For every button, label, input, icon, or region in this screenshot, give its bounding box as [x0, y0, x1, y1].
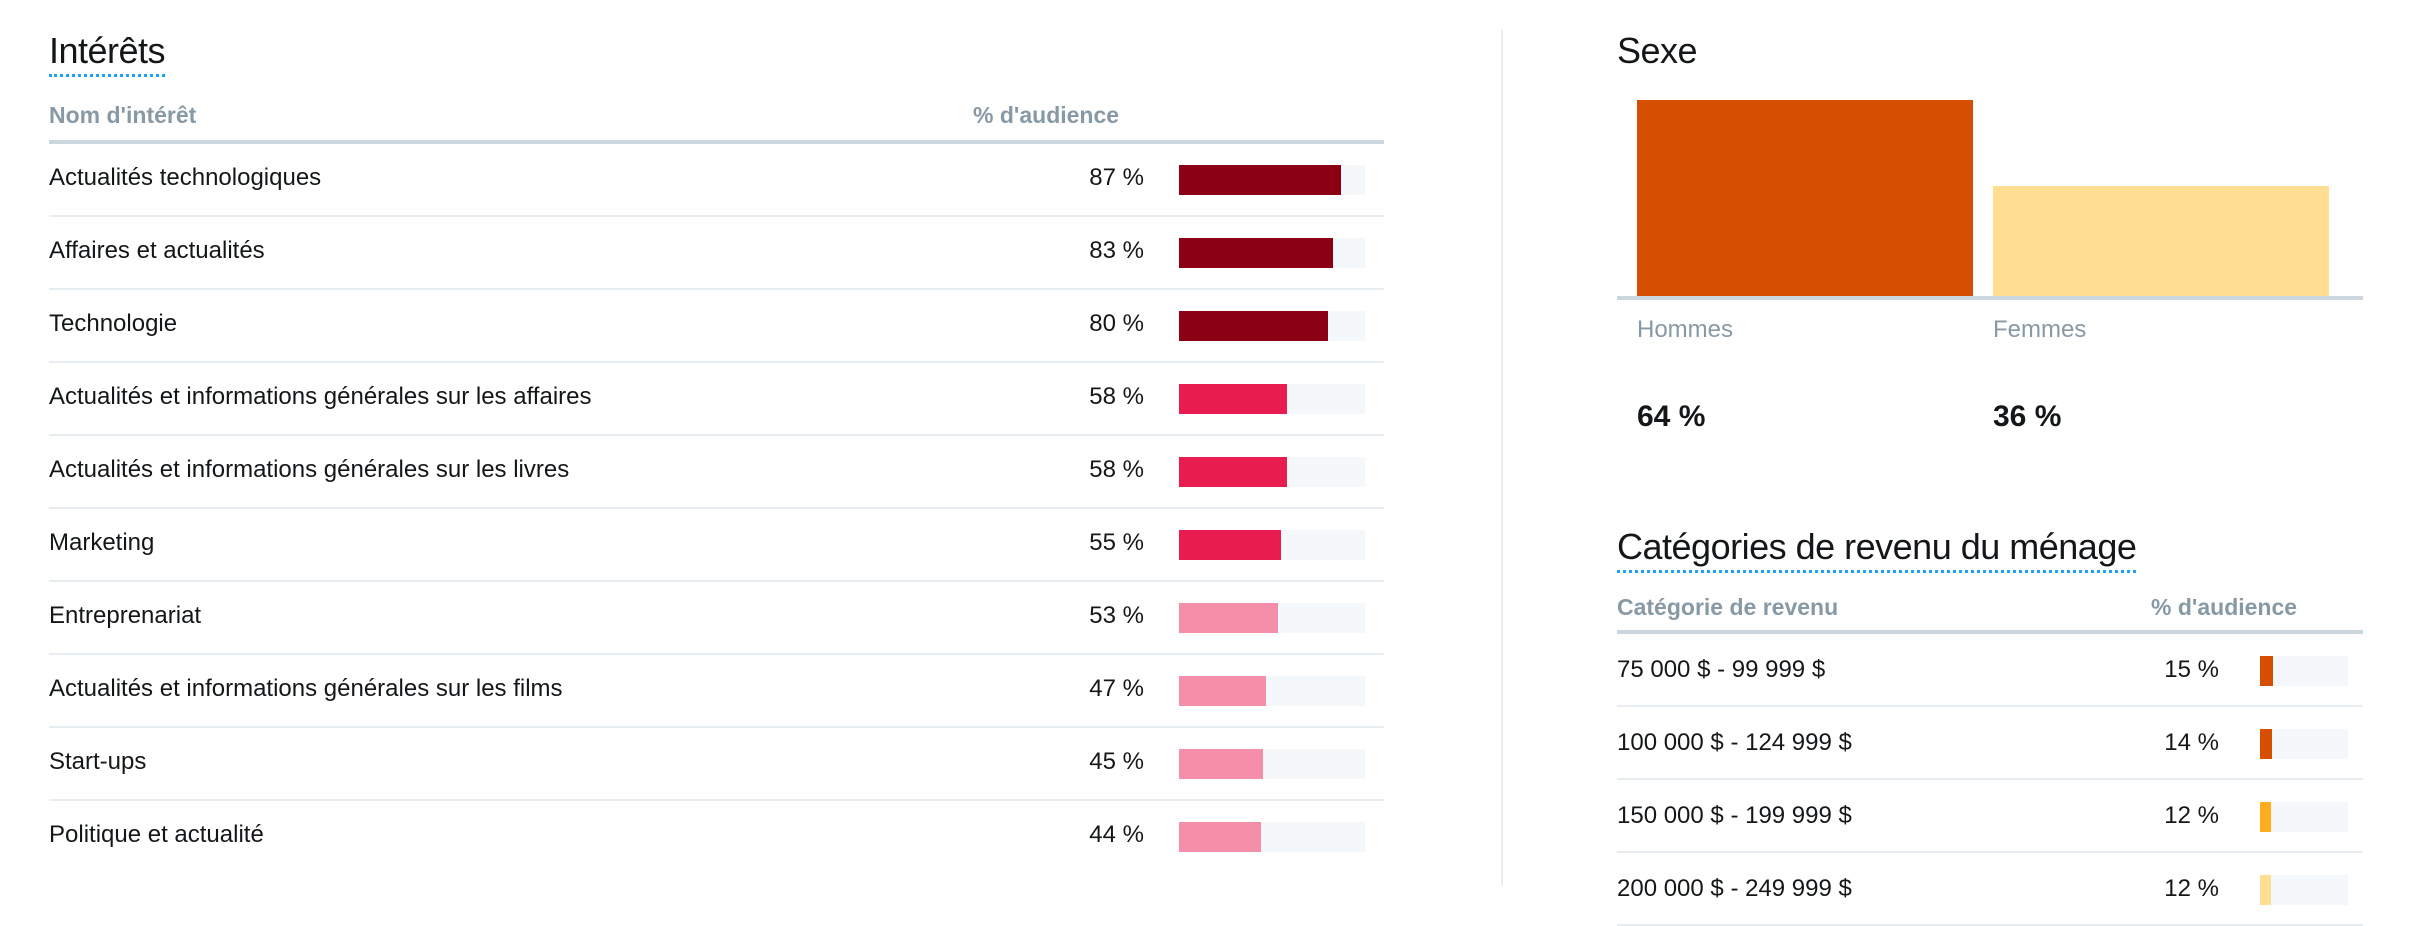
interest-name: Technologie	[49, 310, 178, 337]
interests-title-wrap: Intérêts	[49, 30, 166, 77]
table-row: 150 000 $ - 199 999 $ 12 %	[1617, 780, 2363, 853]
income-bar-track	[2260, 802, 2348, 832]
column-header-interest-name: Nom d'intérêt	[49, 102, 197, 128]
income-audience-pct: 12 %	[2164, 802, 2219, 829]
audience-bar-track	[1179, 238, 1365, 268]
audience-bar	[1179, 165, 1341, 195]
interest-name: Entreprenariat	[49, 602, 202, 629]
column-header-audience-pct: % d'audience	[973, 102, 1120, 128]
interest-name: Affaires et actualités	[49, 237, 265, 264]
table-row: Politique et actualité 44 %	[49, 801, 1384, 872]
audience-bar	[1179, 749, 1263, 779]
interest-name: Actualités et informations générales sur…	[49, 383, 592, 410]
audience-bar	[1179, 384, 1287, 414]
audience-bar-track	[1179, 822, 1365, 852]
interest-name: Actualités et informations générales sur…	[49, 456, 570, 483]
income-category-name: 100 000 $ - 124 999 $	[1617, 729, 1852, 756]
interest-audience-pct: 47 %	[1089, 675, 1144, 702]
audience-bar	[1179, 676, 1267, 706]
income-audience-bar	[2260, 875, 2271, 905]
interest-name: Actualités technologiques	[49, 164, 322, 191]
interest-audience-pct: 58 %	[1089, 456, 1144, 483]
sex-bar-femmes	[1993, 186, 2329, 296]
interest-name: Politique et actualité	[49, 821, 264, 848]
interest-audience-pct: 45 %	[1089, 748, 1144, 775]
audience-bar-track	[1179, 165, 1365, 195]
audience-bar-track	[1179, 384, 1365, 414]
interest-audience-pct: 58 %	[1089, 383, 1144, 410]
table-row: 75 000 $ - 99 999 $ 15 %	[1617, 634, 2363, 707]
table-row: Actualités et informations générales sur…	[49, 363, 1384, 436]
sex-category-value: 64 %	[1637, 400, 1706, 433]
sex-category-label: Hommes	[1637, 316, 1734, 343]
audience-bar-track	[1179, 749, 1365, 779]
interest-name: Start-ups	[49, 748, 147, 775]
column-header-income-category: Catégorie de revenu	[1617, 594, 1839, 620]
audience-bar	[1179, 238, 1334, 268]
table-row: 200 000 $ - 249 999 $ 12 %	[1617, 853, 2363, 926]
table-row: Marketing 55 %	[49, 509, 1384, 582]
income-audience-pct: 14 %	[2164, 729, 2219, 756]
audience-bar	[1179, 457, 1287, 487]
audience-bar-track	[1179, 457, 1365, 487]
income-audience-bar	[2260, 656, 2274, 686]
table-row: Actualités et informations générales sur…	[49, 436, 1384, 509]
interest-name: Marketing	[49, 529, 155, 556]
table-row: Entreprenariat 53 %	[49, 582, 1384, 655]
table-row: Start-ups 45 %	[49, 728, 1384, 801]
column-header-income-audience-pct: % d'audience	[2151, 594, 2298, 620]
table-row: Affaires et actualités 83 %	[49, 217, 1384, 290]
income-bar-track	[2260, 875, 2348, 905]
interest-audience-pct: 83 %	[1089, 237, 1144, 264]
interests-table-body: Actualités technologiques 87 % Affaires et…	[49, 144, 1384, 872]
income-table-body: 75 000 $ - 99 999 $ 15 % 100 000 $ - 124 9…	[1617, 634, 2363, 926]
interest-audience-pct: 55 %	[1089, 529, 1144, 556]
table-row: Actualités et informations générales sur…	[49, 655, 1384, 728]
table-row: Technologie 80 %	[49, 290, 1384, 363]
interest-audience-pct: 44 %	[1089, 821, 1144, 848]
demographics-panel: Sexe Hommes 64 % Femmes 36 % Catégories de …	[1617, 0, 2363, 926]
income-bar-track	[2260, 656, 2348, 686]
audience-bar	[1179, 603, 1278, 633]
audience-bar-track	[1179, 603, 1365, 633]
interest-audience-pct: 80 %	[1089, 310, 1144, 337]
sex-title: Sexe	[1617, 30, 1698, 71]
audience-bar	[1179, 311, 1328, 341]
income-audience-bar	[2260, 729, 2273, 759]
interest-audience-pct: 53 %	[1089, 602, 1144, 629]
income-table-header: Catégorie de revenu % d'audience	[1617, 588, 2363, 634]
sex-chart-axis	[1617, 296, 2363, 300]
audience-bar-track	[1179, 311, 1365, 341]
table-row: Actualités technologiques 87 %	[49, 144, 1384, 217]
interests-title[interactable]: Intérêts	[49, 30, 166, 77]
audience-bar-track	[1179, 676, 1365, 706]
income-category-name: 200 000 $ - 249 999 $	[1617, 875, 1852, 902]
income-category-name: 150 000 $ - 199 999 $	[1617, 802, 1852, 829]
panel-divider	[1501, 30, 1503, 886]
interests-panel: Intérêts Nom d'intérêt % d'audience Actu…	[49, 0, 1384, 886]
interest-audience-pct: 87 %	[1089, 164, 1144, 191]
sex-category-label: Femmes	[1993, 316, 2087, 343]
table-row: 100 000 $ - 124 999 $ 14 %	[1617, 707, 2363, 780]
audience-bar	[1179, 530, 1282, 560]
sex-title-wrap: Sexe	[1617, 30, 1698, 72]
sex-bar-chart	[1617, 96, 2363, 300]
sex-bar-hommes	[1637, 100, 1973, 296]
income-audience-pct: 12 %	[2164, 875, 2219, 902]
audience-bar-track	[1179, 530, 1365, 560]
audience-bar	[1179, 822, 1261, 852]
interests-table-header: Nom d'intérêt % d'audience	[49, 96, 1384, 144]
interest-name: Actualités et informations générales sur…	[49, 675, 563, 702]
income-audience-bar	[2260, 802, 2271, 832]
income-title-wrap: Catégories de revenu du ménage	[1617, 526, 2137, 573]
income-category-name: 75 000 $ - 99 999 $	[1617, 656, 1826, 683]
income-audience-pct: 15 %	[2164, 656, 2219, 683]
income-bar-track	[2260, 729, 2348, 759]
income-title[interactable]: Catégories de revenu du ménage	[1617, 526, 2137, 573]
sex-category-value: 36 %	[1993, 400, 2062, 433]
